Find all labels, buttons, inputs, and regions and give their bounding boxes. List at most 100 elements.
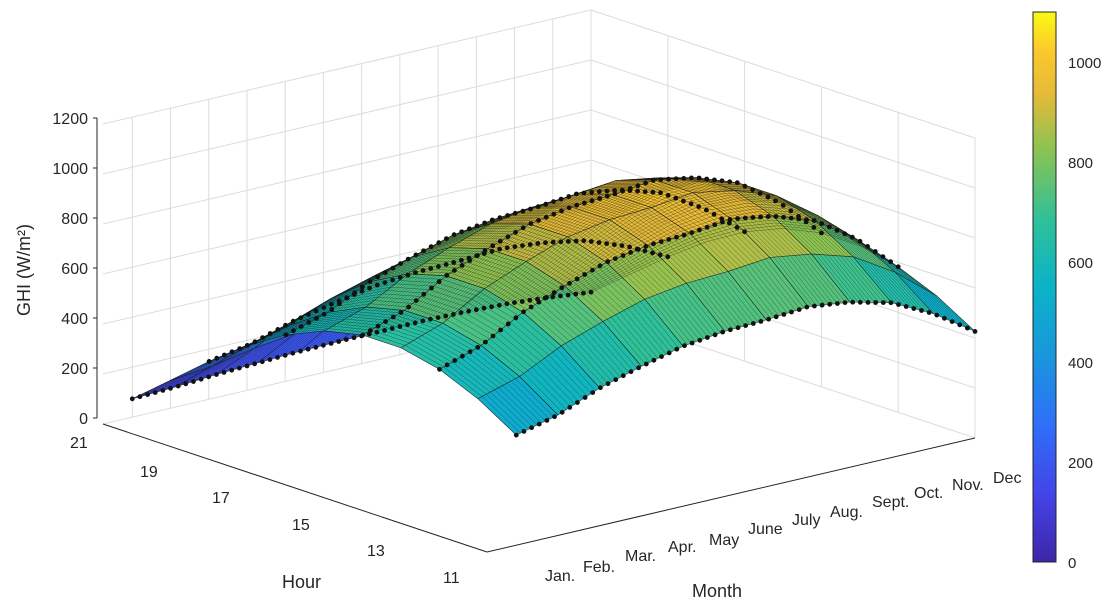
data-point bbox=[458, 310, 464, 316]
data-point bbox=[865, 300, 871, 305]
data-point bbox=[490, 243, 496, 249]
data-point bbox=[260, 335, 265, 340]
data-point bbox=[566, 239, 571, 244]
data-point bbox=[642, 189, 648, 195]
mesh-line bbox=[194, 290, 579, 402]
data-point bbox=[666, 350, 672, 356]
data-point bbox=[604, 188, 610, 194]
data-point bbox=[275, 327, 281, 332]
data-point bbox=[635, 183, 641, 189]
data-point bbox=[704, 224, 710, 230]
month-tick-label: Feb. bbox=[583, 559, 615, 576]
mesh-line bbox=[582, 222, 967, 328]
data-point bbox=[474, 253, 480, 259]
data-point bbox=[336, 298, 342, 304]
data-point bbox=[551, 199, 556, 205]
mesh-line bbox=[519, 187, 905, 307]
data-point bbox=[780, 203, 786, 208]
data-point bbox=[389, 326, 395, 331]
data-point bbox=[650, 178, 656, 183]
data-point bbox=[444, 273, 450, 278]
data-point bbox=[781, 214, 786, 220]
mesh-line bbox=[223, 268, 609, 384]
data-point bbox=[183, 381, 189, 387]
colorbar-tick-label: 200 bbox=[1068, 455, 1093, 472]
data-point bbox=[613, 377, 619, 383]
data-point bbox=[129, 396, 135, 402]
data-point bbox=[812, 303, 817, 309]
data-point bbox=[328, 341, 334, 346]
data-point bbox=[390, 314, 396, 320]
month-tick-label: Apr. bbox=[668, 539, 696, 556]
data-point bbox=[627, 244, 632, 250]
data-point bbox=[827, 301, 833, 307]
mesh-line bbox=[507, 181, 892, 304]
data-point bbox=[306, 320, 312, 325]
data-point bbox=[267, 357, 273, 362]
month-tick-label: Dec bbox=[993, 470, 1021, 487]
data-point bbox=[620, 373, 626, 379]
data-point bbox=[542, 295, 548, 301]
data-point bbox=[643, 243, 649, 249]
data-point bbox=[582, 395, 588, 400]
data-point bbox=[819, 230, 824, 236]
data-point bbox=[712, 222, 718, 228]
data-point bbox=[558, 293, 563, 299]
data-point bbox=[559, 409, 565, 415]
data-point bbox=[666, 237, 672, 242]
data-point bbox=[574, 276, 580, 282]
data-point bbox=[834, 228, 840, 233]
data-point bbox=[911, 306, 917, 311]
data-point bbox=[543, 201, 549, 207]
data-point bbox=[359, 284, 365, 290]
data-point bbox=[819, 302, 825, 308]
data-point bbox=[314, 316, 319, 321]
data-point bbox=[460, 353, 465, 359]
colorbar-tick-label: 600 bbox=[1068, 255, 1093, 272]
data-point bbox=[429, 285, 434, 291]
data-point bbox=[466, 255, 472, 261]
data-point bbox=[926, 310, 932, 315]
data-point bbox=[191, 379, 196, 384]
data-point bbox=[221, 370, 227, 375]
data-point bbox=[536, 421, 542, 427]
data-point bbox=[222, 352, 227, 358]
hour-tick-labels: 21 19 17 15 13 11 bbox=[70, 435, 460, 587]
data-point bbox=[681, 232, 687, 238]
hour-tick-label: 15 bbox=[292, 517, 310, 534]
data-point bbox=[512, 244, 518, 250]
data-point bbox=[642, 248, 648, 254]
grid-line bbox=[590, 109, 976, 239]
data-point bbox=[634, 246, 640, 252]
mesh-line bbox=[165, 311, 550, 420]
data-point bbox=[651, 357, 657, 363]
data-point bbox=[451, 232, 457, 238]
data-point bbox=[504, 245, 510, 251]
data-point bbox=[520, 225, 526, 231]
data-point bbox=[428, 316, 433, 322]
data-point bbox=[596, 240, 602, 246]
data-point bbox=[651, 241, 656, 247]
data-point bbox=[229, 367, 235, 373]
data-point bbox=[734, 225, 740, 230]
data-point bbox=[949, 319, 955, 324]
data-point bbox=[605, 259, 611, 265]
data-point bbox=[781, 312, 787, 317]
data-point bbox=[628, 250, 633, 255]
data-point bbox=[543, 214, 549, 220]
grid-line bbox=[102, 109, 592, 225]
data-point bbox=[589, 198, 595, 204]
data-point bbox=[657, 252, 663, 258]
data-point bbox=[711, 212, 717, 217]
data-point bbox=[628, 369, 634, 375]
data-point bbox=[665, 193, 671, 198]
mesh-line bbox=[511, 183, 896, 304]
data-point bbox=[620, 253, 626, 258]
data-point bbox=[743, 323, 748, 328]
data-point bbox=[712, 332, 718, 338]
data-point bbox=[435, 315, 441, 320]
z-tick-label: 1200 bbox=[52, 111, 88, 128]
data-point bbox=[420, 268, 426, 273]
data-point bbox=[436, 279, 442, 284]
mesh-line bbox=[157, 316, 542, 424]
